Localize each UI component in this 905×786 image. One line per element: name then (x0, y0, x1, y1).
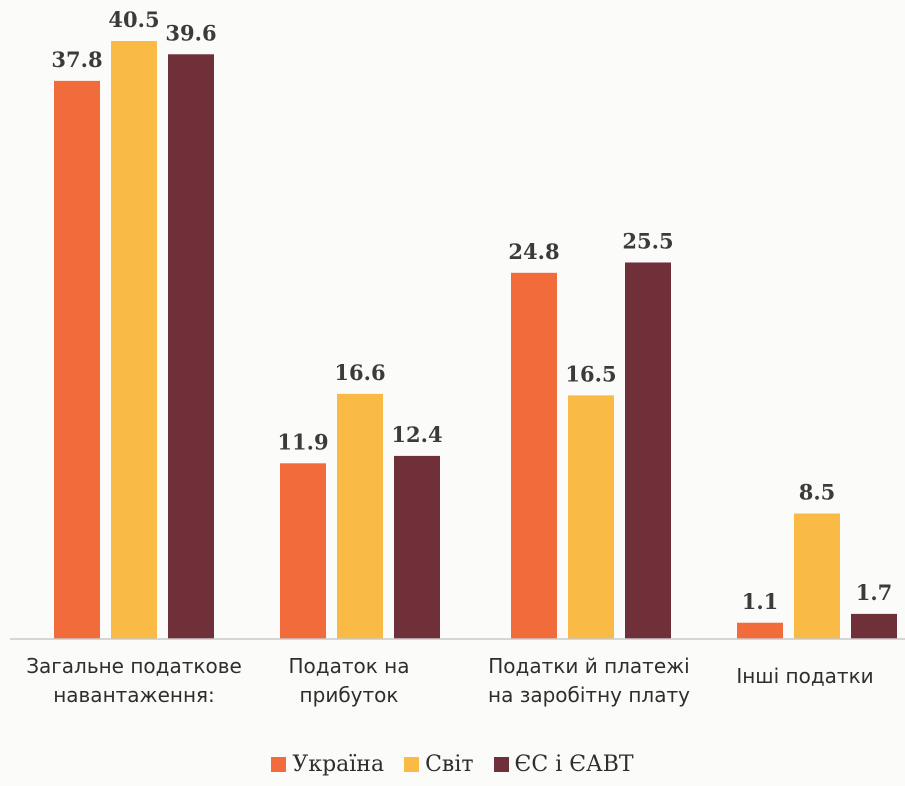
legend-item-eu-efta: ЄС і ЄАВТ (493, 752, 634, 777)
data-label-payroll-world: 16.5 (565, 361, 616, 386)
legend-swatch-eu-efta (493, 757, 509, 772)
bar-profit-tax-world (337, 393, 383, 639)
legend-swatch-world (404, 757, 420, 772)
category-label-payroll-taxes: Податки й платежі на заробітну плату (488, 654, 690, 707)
data-label-payroll-eu-efta: 25.5 (622, 228, 673, 253)
legend-label-ukraine: Україна (292, 752, 385, 777)
bar-payroll-world (568, 395, 614, 639)
bar-total-eu-efta (168, 54, 214, 640)
data-label-total-world: 40.5 (108, 7, 159, 32)
bar-other-ukraine (737, 622, 783, 639)
data-label-profit-tax-world: 16.6 (334, 360, 385, 385)
bar-profit-tax-ukraine (280, 463, 326, 639)
bar-total-world (111, 41, 157, 639)
data-label-payroll-ukraine: 24.8 (508, 239, 559, 264)
bar-other-world (794, 513, 840, 639)
category-label-other-taxes: Інші податки (736, 664, 874, 688)
legend-swatch-ukraine (271, 757, 287, 772)
bar-payroll-ukraine (511, 272, 557, 639)
data-label-other-ukraine: 1.1 (742, 589, 779, 614)
data-label-other-world: 8.5 (799, 479, 836, 504)
data-labels-group: 37.840.539.6 11.9 16.6 12.4 24.8 16.5 25.5 1.1 8… (51, 7, 892, 614)
data-label-profit-tax-eu-efta: 12.4 (391, 422, 442, 447)
data-label-profit-tax-ukraine: 11.9 (277, 429, 328, 454)
bar-total-ukraine (54, 80, 100, 639)
legend-label-world: Світ (425, 752, 474, 777)
data-label-total-ukraine: 37.8 (51, 47, 102, 72)
legend-item-ukraine: Україна (271, 752, 384, 777)
bar-payroll-eu-efta (625, 262, 671, 639)
data-label-other-eu-efta: 1.7 (856, 580, 893, 605)
bar-other-eu-efta (851, 613, 897, 639)
legend: Україна Світ ЄС і ЄАВТ (0, 752, 905, 777)
category-label-profit-tax: Податок на прибуток (288, 654, 410, 707)
category-label-total-tax-burden: Загальне податкове навантаження: (26, 654, 242, 707)
legend-item-world: Світ (404, 752, 474, 777)
legend-label-eu-efta: ЄС і ЄАВТ (514, 752, 634, 777)
bars-group (54, 41, 897, 640)
bar-profit-tax-eu-efta (394, 455, 440, 639)
data-label-total-eu-efta: 39.6 (165, 20, 216, 45)
